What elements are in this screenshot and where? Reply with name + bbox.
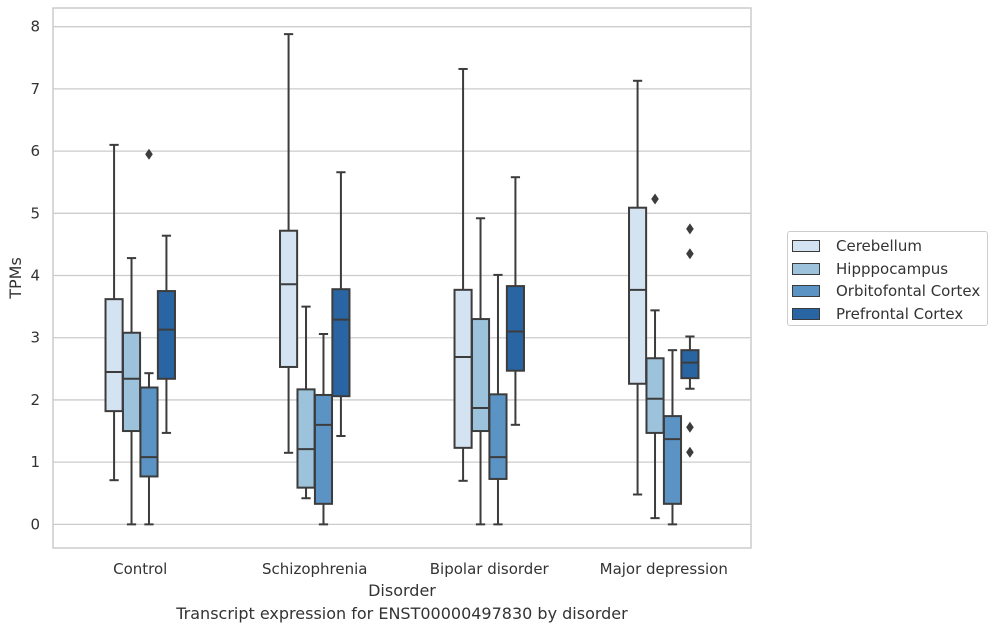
box-plot (313, 332, 334, 526)
outlier-point (651, 193, 659, 205)
legend-label: Orbitofontal Cortex (836, 282, 981, 301)
box-plot (121, 257, 142, 526)
box-plot (296, 305, 316, 500)
box-iqr (645, 357, 665, 434)
box-iqr (121, 331, 142, 433)
legend: Cerebellum Hipppocampus Orbitofontal Corte… (787, 231, 988, 326)
box-plot (331, 171, 351, 438)
y-tick-label: 0 (30, 515, 40, 533)
x-tick-label: Control (113, 560, 167, 578)
box-iqr (470, 318, 491, 433)
y-tick-label: 7 (30, 80, 40, 98)
box-iqr (505, 285, 525, 372)
x-tick-labels: Control Schizophrenia Bipolar disorder Majo… (113, 560, 728, 578)
y-tick-label: 6 (30, 142, 40, 160)
x-tick-label: Bipolar disorder (430, 560, 550, 578)
y-tick-label: 5 (30, 204, 40, 222)
chart-title: Transcript expression for ENST0000049783… (176, 604, 628, 623)
y-tick-label: 8 (30, 18, 40, 36)
box-iqr (139, 386, 159, 478)
box-plot (680, 223, 700, 458)
outlier-point (686, 421, 694, 433)
outlier-point (686, 248, 694, 260)
y-tick-labels: 0 1 2 3 4 5 6 7 8 (30, 18, 40, 534)
box-plot (453, 67, 473, 482)
box-plots (104, 33, 700, 526)
plot-area-frame (52, 7, 752, 549)
y-tick-label: 3 (30, 329, 40, 347)
legend-item: Prefrontal Cortex (792, 303, 987, 326)
outlier-point (145, 148, 153, 160)
legend-item: Orbitofontal Cortex (792, 280, 987, 303)
box-iqr (628, 206, 648, 385)
y-tick-label: 1 (30, 453, 40, 471)
box-iqr (331, 288, 351, 398)
x-axis-label: Disorder (368, 581, 436, 600)
legend-label: Prefrontal Cortex (836, 305, 964, 324)
outlier-point (686, 223, 694, 235)
box-plot (505, 176, 525, 426)
box-plot (488, 273, 508, 526)
y-tick-label: 4 (30, 267, 40, 285)
box-iqr (104, 298, 124, 413)
box-plot (470, 217, 491, 526)
box-iqr (662, 415, 683, 505)
legend-item: Hipppocampus (792, 258, 987, 281)
box-plot (645, 193, 665, 520)
legend-item: Cerebellum (792, 235, 987, 258)
legend-swatch (792, 240, 820, 253)
legend-swatch (792, 262, 820, 275)
y-axis-label: TPMs (6, 257, 25, 300)
legend-label: Cerebellum (836, 237, 922, 256)
box-plot (279, 33, 299, 454)
box-iqr (680, 349, 700, 380)
legend-swatch (792, 308, 820, 321)
y-tick-label: 2 (30, 391, 40, 409)
outlier-point (686, 446, 694, 458)
legend-swatch (792, 285, 820, 298)
box-iqr (279, 229, 299, 368)
box-iqr (156, 290, 176, 380)
x-tick-label: Schizophrenia (262, 560, 367, 578)
box-plot (662, 349, 683, 526)
box-iqr (296, 388, 316, 489)
legend-label: Hipppocampus (836, 259, 949, 278)
box-plot (628, 79, 648, 496)
box-iqr (313, 393, 334, 505)
box-plot (104, 143, 124, 482)
box-plot (139, 148, 159, 526)
box-plot (156, 234, 176, 434)
box-iqr (453, 288, 473, 449)
x-tick-label: Major depression (600, 560, 728, 578)
box-iqr (488, 393, 508, 480)
